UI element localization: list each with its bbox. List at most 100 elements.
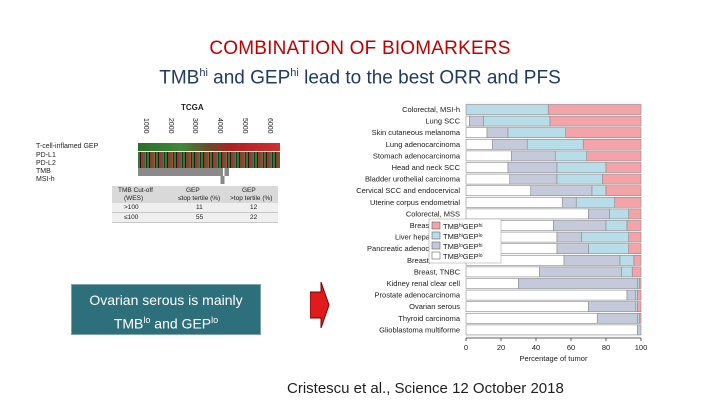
bar-segment: [556, 243, 589, 254]
legend-entry: TMBhiGEPhi: [443, 222, 483, 231]
heatmap-row-label: TMB: [36, 168, 51, 175]
bar-segment: [588, 208, 610, 220]
bar-segment: [465, 104, 549, 115]
callout-sup: lo: [143, 315, 151, 325]
bar-segment: [465, 289, 628, 301]
table-cell: ≤100: [124, 214, 139, 221]
bar-segment: [588, 301, 637, 312]
category-label: Colorectal, MSI-h: [402, 105, 460, 114]
bar-segment: [530, 185, 593, 196]
bar-segment: [556, 162, 607, 173]
legend-text: TMB: [443, 252, 459, 261]
bar-segment: [605, 220, 628, 231]
th-line: GEP: [242, 187, 256, 194]
bar-segment: [509, 173, 558, 185]
bar-segment: [637, 301, 642, 312]
legend-sup: lo: [479, 253, 483, 259]
th-tmb: TMB Cut-off (WES): [118, 187, 153, 203]
bar-segment: [554, 150, 588, 162]
bar-segment: [547, 104, 642, 115]
table-cell: 55: [196, 214, 204, 221]
th-gep-low: GEP ≤top tertile (%): [178, 187, 220, 203]
bar-segment: [626, 220, 642, 231]
bar-segment: [553, 220, 607, 231]
callout-sup: lo: [211, 315, 219, 325]
category-label: Lung SCC: [425, 117, 460, 126]
legend-sup: lo: [459, 243, 463, 249]
bar-segment: [561, 197, 577, 208]
citation: Cristescu et al., Science 12 October 201…: [287, 380, 564, 397]
callout-line-1: Ovarian serous is mainly: [89, 292, 243, 308]
th-line: (WES): [124, 195, 144, 202]
legend-text: GEP: [463, 222, 479, 231]
heatmap-title: TCGA: [181, 103, 204, 112]
bar-segment: [605, 185, 642, 196]
heatmap-row-label: MSI-h: [36, 176, 55, 183]
bar-segment: [637, 324, 642, 336]
bar-segment: [465, 150, 512, 162]
x-tick-label: 100: [635, 343, 648, 352]
subtitle-part: and GEP: [207, 67, 291, 89]
th-line: GEP: [186, 187, 200, 194]
category-label: Lung adenocarcinoma: [386, 140, 461, 149]
table-cell: 22: [250, 214, 258, 221]
bar-segment: [628, 243, 642, 254]
cutoff-table-header: TMB Cut-off (WES) GEP ≤top tertile (%) GEP…: [112, 186, 278, 203]
legend-text: GEP: [463, 232, 479, 241]
category-label: Thyroid carcinoma: [398, 314, 461, 323]
bar-segment: [465, 313, 598, 324]
legend-entry: TMBhiGEPlo: [443, 232, 483, 241]
category-label: Breast, TNBC: [414, 267, 461, 276]
category-label: Skin cutaneous melanoma: [372, 128, 461, 137]
callout-part: TMB: [113, 315, 144, 332]
th-gep-high: GEP >top tertile (%): [230, 187, 272, 203]
bar-segment: [465, 127, 488, 139]
legend-sup: lo: [459, 253, 463, 259]
category-label: Kidney renal clear cell: [387, 279, 461, 288]
legend-entry: TMBloGEPhi: [443, 242, 483, 251]
callout-line-2: TMBlo and GEPlo: [72, 310, 260, 334]
heatmap-tick-label: 2000: [166, 118, 176, 142]
legend-swatch: [431, 251, 441, 260]
ovarian-callout: Ovarian serous is mainly TMBlo and GEPlo: [71, 284, 261, 335]
th-line: TMB Cut-off: [118, 187, 153, 194]
heatmap-tick-text: 6000: [266, 118, 273, 134]
bar-segment: [605, 162, 642, 173]
bar-segment: [621, 266, 633, 278]
bar-segment: [518, 278, 638, 289]
heatmap-tick-label: 4000: [215, 118, 225, 142]
legend-text: TMB: [443, 222, 459, 231]
bar-segment: [491, 138, 528, 150]
heatmap-tick-text: 4000: [216, 118, 223, 134]
legend-text: TMB: [443, 242, 459, 251]
heatmap-row: [138, 152, 280, 160]
subtitle-sup: hi: [290, 67, 299, 79]
heatmap-tick-label: 5000: [240, 118, 250, 142]
bar-segment: [549, 115, 642, 127]
legend-sup: lo: [479, 233, 483, 239]
bar-segment: [465, 115, 470, 127]
bar-segment: [596, 313, 638, 324]
category-label: Bladder urothelial carcinoma: [365, 175, 461, 184]
legend-sup: hi: [479, 243, 483, 249]
category-label: Head and neck SCC: [392, 163, 461, 172]
subtitle-part: TMB: [159, 67, 200, 89]
bar-segment: [628, 231, 642, 243]
heatmap-tick-label: 3000: [190, 118, 200, 142]
heatmap-tick-label: 1000: [141, 118, 151, 142]
legend-text: GEP: [463, 252, 479, 261]
heatmap-row-label: PD-L1: [36, 152, 56, 159]
x-axis-label: Percentage of tumor: [520, 354, 588, 363]
subtitle-sup: hi: [199, 67, 208, 79]
bar-segment: [556, 173, 603, 185]
bar-segment: [539, 266, 623, 278]
bar-segment: [465, 278, 519, 289]
category-label: Colorectal, MSS: [406, 209, 460, 218]
bar-segment: [556, 231, 582, 243]
x-tick-label: 20: [497, 343, 505, 352]
heatmap-tick-label: 6000: [265, 118, 275, 142]
legend-swatch: [431, 231, 441, 240]
heatmap-row-label: PD-L2: [36, 160, 56, 167]
table-cell: 12: [250, 204, 258, 211]
category-label: Glioblastoma multiforme: [379, 325, 460, 334]
